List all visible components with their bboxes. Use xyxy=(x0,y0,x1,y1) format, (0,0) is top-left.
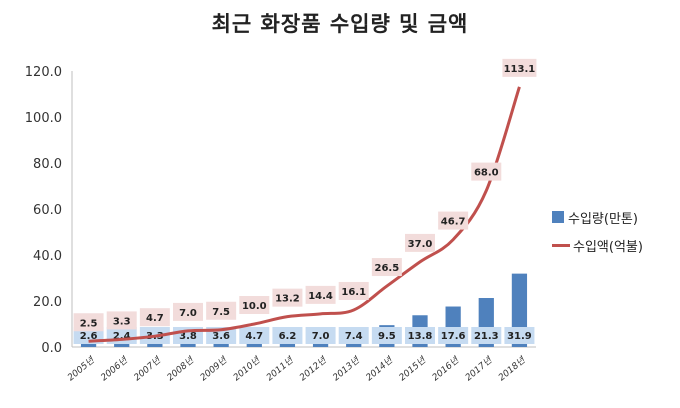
line-data-label-box xyxy=(206,301,237,320)
line-data-label-box xyxy=(371,258,402,277)
bar-data-label: 7.0 xyxy=(312,331,330,342)
line-data-label-box xyxy=(471,162,502,181)
x-tick-label: 2009년 xyxy=(198,354,230,383)
legend-item-imports-amount: 수입액(억불) xyxy=(552,234,643,256)
y-tick-label: 120.0 xyxy=(25,65,62,80)
line-imports-amount xyxy=(88,86,521,343)
line-data-label-box xyxy=(305,285,336,304)
y-tick-label: 100.0 xyxy=(25,111,62,126)
x-tick-label: 2018년 xyxy=(496,354,528,383)
bar-imports-volume xyxy=(80,341,97,347)
line-data-label: 7.5 xyxy=(212,307,230,318)
line-data-label: 13.2 xyxy=(275,294,300,305)
bar-data-label-box xyxy=(371,327,402,344)
bar-data-label: 3.6 xyxy=(212,331,230,342)
legend-swatch-bar xyxy=(552,211,564,223)
line-data-label: 26.5 xyxy=(375,263,400,274)
bar-data-label: 13.8 xyxy=(408,331,433,342)
chart-title: 최근 화장품 수입량 및 금액 xyxy=(211,12,469,36)
line-data-label: 113.1 xyxy=(504,64,536,75)
bar-data-label: 7.4 xyxy=(345,331,363,342)
x-tick-label: 2012년 xyxy=(298,354,330,383)
legend: 수입량(만톤) 수입액(억불) xyxy=(552,206,643,262)
bar-data-label: 6.2 xyxy=(279,331,297,342)
x-tick-label: 2017년 xyxy=(463,354,495,383)
y-tick-label: 80.0 xyxy=(33,157,62,172)
line-data-label-box xyxy=(502,58,537,77)
line-data-label: 3.3 xyxy=(113,316,131,327)
x-tick-label: 2010년 xyxy=(231,354,263,383)
bar-data-label: 4.7 xyxy=(245,331,263,342)
x-tick-label: 2015년 xyxy=(397,354,429,383)
y-tick-label: 60.0 xyxy=(33,203,62,218)
line-data-label: 4.7 xyxy=(146,313,164,324)
bar-data-label: 17.6 xyxy=(441,331,466,342)
bar-data-label-box xyxy=(504,327,535,344)
bar-data-label: 2.6 xyxy=(80,331,98,342)
line-data-label: 46.7 xyxy=(441,217,466,228)
line-data-label-box xyxy=(106,311,137,330)
bar-data-label-box xyxy=(305,327,336,344)
y-tick-label: 20.0 xyxy=(33,295,62,310)
bar-data-label-box xyxy=(272,327,303,344)
line-data-label: 10.0 xyxy=(242,301,267,312)
line-data-label-box xyxy=(438,211,469,230)
x-tick-label: 2016년 xyxy=(430,354,462,383)
bar-data-label: 9.5 xyxy=(378,331,396,342)
bar-data-label-box xyxy=(405,327,435,344)
x-tick-label: 2011년 xyxy=(264,354,296,383)
x-tick-label: 2005년 xyxy=(66,354,98,383)
y-tick-label: 40.0 xyxy=(33,249,62,264)
line-data-label-box xyxy=(239,296,270,314)
bar-data-label: 2.4 xyxy=(113,331,131,342)
bar-data-label-box xyxy=(338,327,369,344)
bar-data-label: 21.3 xyxy=(474,331,499,342)
line-data-label: 37.0 xyxy=(408,239,433,250)
line-data-label-box xyxy=(338,281,369,300)
line-data-label: 7.0 xyxy=(179,308,197,319)
legend-label-amount: 수입액(억불) xyxy=(573,239,643,255)
x-tick-label: 2013년 xyxy=(331,354,363,383)
line-data-label-box xyxy=(173,302,203,321)
x-tick-label: 2007년 xyxy=(132,354,164,383)
line-data-label: 2.5 xyxy=(80,318,98,329)
legend-label-volume: 수입량(만톤) xyxy=(568,211,638,227)
bar-data-label: 31.9 xyxy=(507,331,532,342)
x-tick-label: 2014년 xyxy=(364,354,396,383)
line-data-label: 68.0 xyxy=(474,168,499,179)
line-data-label-box xyxy=(73,313,104,332)
line-data-label-box xyxy=(272,288,303,307)
bar-data-label-box xyxy=(239,327,270,344)
x-tick-label: 2008년 xyxy=(165,354,197,383)
bar-data-label-box xyxy=(438,327,469,344)
line-data-label: 14.4 xyxy=(308,291,333,302)
line-data-label-box xyxy=(139,308,170,327)
bar-data-label: 3.8 xyxy=(179,331,197,342)
legend-swatch-line xyxy=(552,243,570,247)
line-data-label: 16.1 xyxy=(341,287,366,298)
y-tick-label: 0.0 xyxy=(41,341,62,356)
bar-imports-volume xyxy=(114,341,130,347)
x-tick-label: 2006년 xyxy=(99,354,131,383)
bar-data-label-box xyxy=(471,327,502,344)
line-data-label-box xyxy=(405,233,435,252)
legend-item-imports-volume: 수입량(만톤) xyxy=(552,206,643,228)
